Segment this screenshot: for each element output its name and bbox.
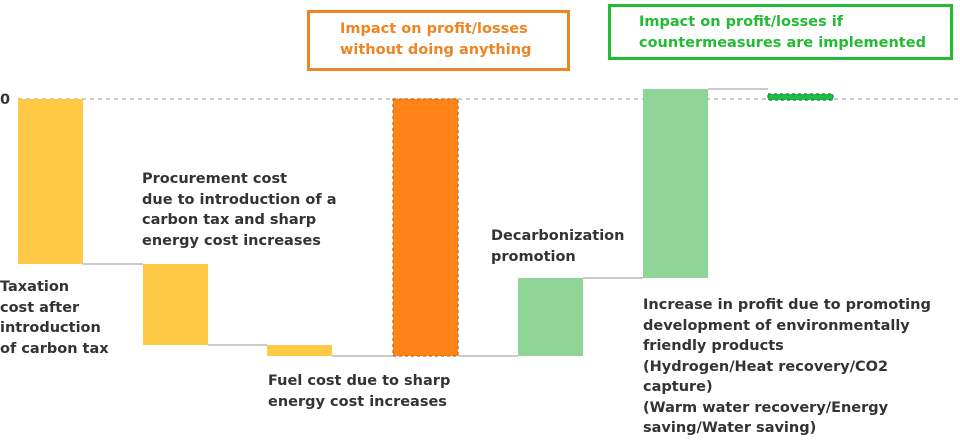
label-fuel: Fuel cost due to sharp energy cost incre…	[268, 373, 451, 410]
bar-2	[143, 264, 208, 345]
bar-3	[267, 345, 332, 356]
legend-box-with-countermeasures: Impact on profit/losses if countermeasur…	[608, 4, 953, 60]
label-taxation: Taxation cost after introduction of carb…	[0, 279, 109, 357]
bar-7	[767, 93, 834, 101]
zero-tick-label: 0	[0, 92, 10, 108]
legend-box-without-countermeasures: Impact on profit/losses without doing an…	[307, 10, 570, 71]
bars-group	[18, 89, 834, 357]
bar-5	[518, 278, 583, 356]
label-increase: Increase in profit due to promoting deve…	[643, 297, 931, 436]
label-decarbonization: Decarbonization promotion	[491, 228, 625, 265]
bar-4	[392, 98, 459, 357]
bar-1	[18, 99, 83, 264]
label-procurement: Procurement cost due to introduction of …	[142, 171, 337, 249]
bar-6	[643, 89, 708, 278]
connector-lines	[83, 88, 768, 357]
